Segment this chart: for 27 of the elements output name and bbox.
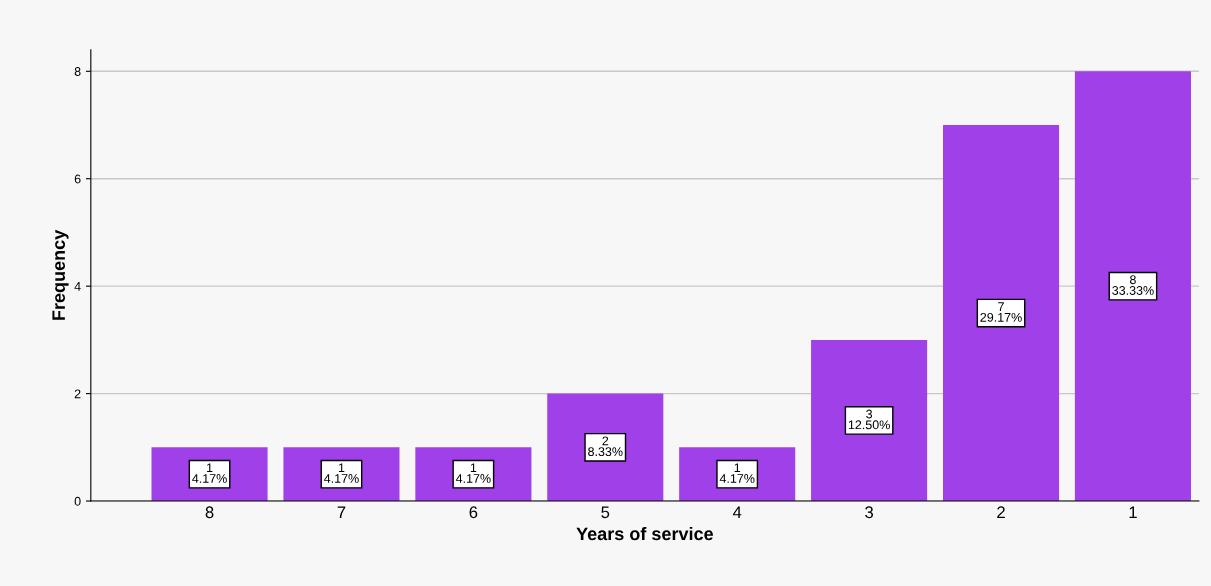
y-tick-label: 4: [74, 282, 81, 291]
y-tick-label: 8: [74, 67, 81, 76]
data-label: 8 33.33%: [1112, 275, 1154, 295]
data-label: 1 4.17%: [324, 463, 359, 483]
x-tick-label: 8: [205, 506, 214, 519]
x-tick-label: 3: [865, 506, 874, 519]
bar: [547, 393, 664, 502]
x-axis-title: Years of service: [576, 526, 714, 541]
y-tick-label: 2: [74, 389, 81, 399]
x-tick-label: 6: [469, 506, 478, 519]
x-tick-label: 5: [601, 506, 610, 519]
data-label: 3 12.50%: [848, 409, 890, 430]
y-axis-title: Frequency: [52, 229, 69, 320]
data-label: 2 8.33%: [588, 436, 623, 457]
bar: [942, 125, 1060, 502]
data-label: 1 4.17%: [192, 463, 227, 483]
bar: [811, 339, 928, 502]
bar: [1074, 71, 1191, 502]
data-label: 1 4.17%: [719, 463, 755, 483]
x-tick-label: 7: [337, 506, 346, 518]
x-tick-label: 4: [732, 506, 742, 518]
x-tick-label: 2: [997, 506, 1005, 518]
data-label: 7 29.17%: [980, 302, 1022, 322]
y-tick-label: 0: [74, 496, 81, 506]
x-tick-label: 1: [1129, 506, 1137, 518]
data-label: 1 4.17%: [455, 463, 491, 483]
y-tick-label: 6: [74, 174, 81, 184]
